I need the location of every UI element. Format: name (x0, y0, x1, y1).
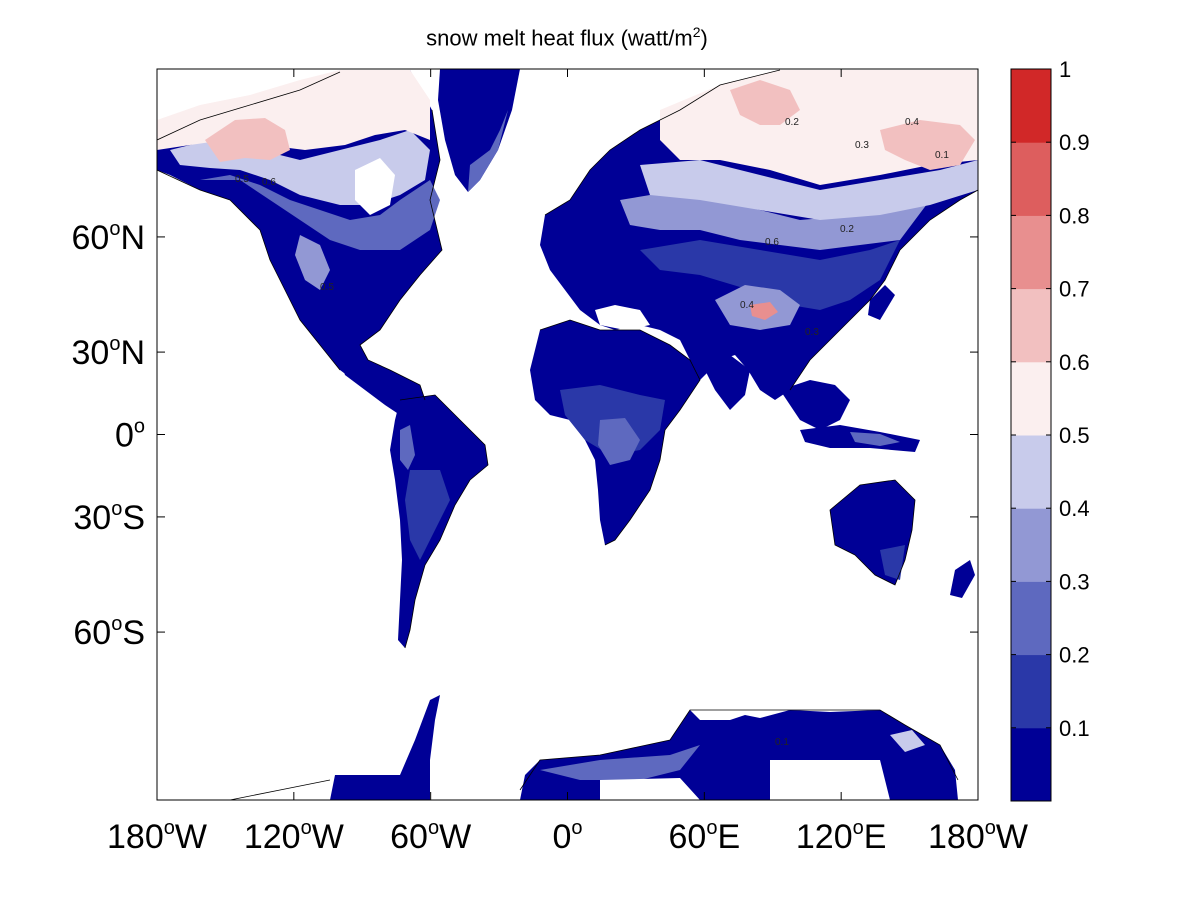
coastline-north-america (157, 71, 443, 401)
latitude-label: 60oN (71, 218, 145, 257)
land-antarctica-mid (540, 745, 700, 780)
latitude-label: 30oS (73, 498, 145, 537)
coastline-australia (829, 479, 916, 586)
contour-value-label: 0.4 (740, 300, 754, 311)
land-japan (868, 285, 895, 320)
land-eurasia-mid (640, 240, 900, 310)
colorbar-label: 0.1 (1059, 716, 1090, 741)
land-southeast-asia (780, 380, 850, 430)
colorbar-segment (1011, 727, 1051, 802)
land-greenland-edge (468, 110, 508, 192)
land-greenland (438, 69, 520, 192)
land-india (700, 355, 750, 410)
longitude-labels: 180oW 120oW 60oW 0o 60oE 120oE 180oW (107, 817, 1028, 856)
contour-value-label: 0.6 (262, 177, 276, 188)
longitude-label: 0o (552, 817, 582, 856)
coastline-africa (539, 319, 701, 546)
land-siberia-light (620, 190, 930, 250)
land-tibet-center (750, 302, 778, 320)
colorbar-segment (1011, 69, 1051, 143)
longitude-label: 60oW (390, 817, 471, 856)
land-antarctic-peninsula (330, 695, 440, 800)
land-africa-light (598, 418, 640, 465)
colorbar-segment (1011, 435, 1051, 509)
land-hudson-bay (355, 158, 395, 215)
contour-value-label: 0.1 (935, 150, 949, 161)
colorbar-segment (1011, 142, 1051, 216)
land-siberia-pink-1 (730, 80, 800, 125)
colorbar-label: 1 (1059, 57, 1071, 82)
colorbar-label: 0.5 (1059, 423, 1090, 448)
colorbar: 0.1 0.2 0.3 0.4 0.5 0.6 0.7 0.8 0.9 1 (1010, 57, 1090, 802)
contour-value-label: 0.2 (840, 224, 854, 235)
contour-value-label: 0.3 (855, 140, 869, 151)
land-europe-holes (595, 305, 650, 330)
colorbar-segment (1011, 581, 1051, 656)
colorbar-segment (1011, 654, 1051, 729)
longitude-label: 120oE (796, 817, 887, 856)
title-superscript: 2 (692, 24, 701, 40)
map-title: snow melt heat flux (watt/m2) (0, 24, 1134, 51)
colorbar-label: 0.6 (1059, 350, 1090, 375)
colorbar-label: 0.8 (1059, 203, 1090, 228)
land-australia-light (880, 545, 905, 580)
colorbar-segment (1011, 508, 1051, 582)
land-antarctica-gaps (600, 760, 890, 800)
colorbar-segment (1011, 215, 1051, 290)
colorbar-label: 0.9 (1059, 130, 1090, 155)
land-south-america-mid (405, 470, 450, 560)
land-fields (157, 69, 978, 800)
longitude-label: 180oW (107, 817, 207, 856)
land-andes-light (400, 425, 415, 470)
axis-ticks (156, 69, 979, 800)
latitude-label: 30oN (71, 333, 145, 372)
colorbar-segment (1011, 288, 1051, 363)
coastlines (157, 69, 978, 800)
contour-value-label: 0.3 (805, 327, 819, 338)
coastline-eurasia (544, 69, 978, 391)
land-indonesia-light (850, 432, 900, 446)
longitude-label: 60oE (669, 817, 741, 856)
colorbar-label: 0.2 (1059, 643, 1090, 668)
land-antarctica-light (890, 730, 925, 752)
land-rockies-light (295, 235, 330, 290)
colorbar-label: 0.3 (1059, 569, 1090, 594)
land-north-america-mid (200, 175, 440, 250)
land-alaska-pink (205, 118, 290, 162)
title-text: snow melt heat flux (watt/m (426, 25, 693, 51)
contour-value-label: 0.2 (785, 117, 799, 128)
contour-value-label: 0.4 (905, 117, 919, 128)
colorbar-label: 0.4 (1059, 496, 1090, 521)
land-siberia-pale (640, 160, 978, 220)
contour-value-label: 0.1 (775, 737, 789, 748)
coastline-antarctica (229, 709, 959, 800)
latitude-labels: 60oN 30oN 0o 30oS 60oS (71, 218, 145, 652)
contour-value-label: 0.6 (765, 237, 779, 248)
contour-value-label: 0.5 (235, 174, 249, 185)
land-siberia-pink-2 (880, 120, 975, 170)
latitude-label: 0o (115, 416, 145, 455)
colorbar-label: 0.7 (1059, 277, 1090, 302)
contour-labels: 0.5 0.6 0.2 0.4 0.3 0.1 0.5 0.6 0.2 0.4 0.3 0.1 (235, 117, 949, 748)
title-close: ) (700, 25, 708, 51)
longitude-label: 120oW (244, 817, 344, 856)
colorbar-segment (1011, 361, 1051, 436)
coastline-south-america (399, 394, 489, 649)
land-new-zealand (950, 560, 975, 598)
longitude-label: 180oW (928, 817, 1028, 856)
latitude-label: 60oS (73, 613, 145, 652)
land-central-america (340, 360, 410, 415)
contour-value-label: 0.5 (320, 282, 334, 293)
